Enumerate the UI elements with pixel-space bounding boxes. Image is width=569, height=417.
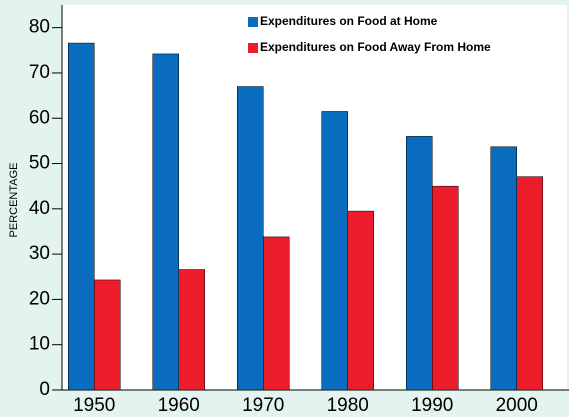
legend-label: Expenditures on Food Away From Home xyxy=(260,40,491,54)
x-tick-label: 1950 xyxy=(73,395,115,416)
legend-swatch xyxy=(248,43,258,53)
bar xyxy=(68,42,95,391)
bar xyxy=(406,136,433,391)
legend-swatch xyxy=(248,17,258,27)
y-tick-label: 10 xyxy=(29,334,50,355)
y-tick-label: 20 xyxy=(29,288,50,309)
bar xyxy=(178,269,205,391)
x-tick-label: 1980 xyxy=(327,395,369,416)
bar xyxy=(237,86,264,391)
bar xyxy=(490,146,517,391)
y-tick-label: 60 xyxy=(29,107,50,128)
bar xyxy=(94,279,121,391)
x-tick-label: 1960 xyxy=(158,395,200,416)
bar xyxy=(152,53,179,391)
y-tick-label: 50 xyxy=(29,153,50,174)
bar xyxy=(432,185,459,391)
bar xyxy=(516,176,543,391)
bar xyxy=(321,111,348,391)
x-tick-label: 2000 xyxy=(496,395,538,416)
y-axis-label: PERCENTAGE xyxy=(8,163,20,238)
bar xyxy=(263,236,290,391)
bar xyxy=(347,210,374,391)
x-tick-label: 1990 xyxy=(411,395,453,416)
plot-area xyxy=(62,5,567,390)
legend-label: Expenditures on Food at Home xyxy=(260,14,438,28)
y-tick-label: 30 xyxy=(29,243,50,264)
y-tick-label: 70 xyxy=(29,62,50,83)
y-tick-label: 0 xyxy=(39,379,50,400)
y-tick-label: 40 xyxy=(29,198,50,219)
y-tick-label: 80 xyxy=(29,17,50,38)
x-tick-label: 1970 xyxy=(242,395,284,416)
